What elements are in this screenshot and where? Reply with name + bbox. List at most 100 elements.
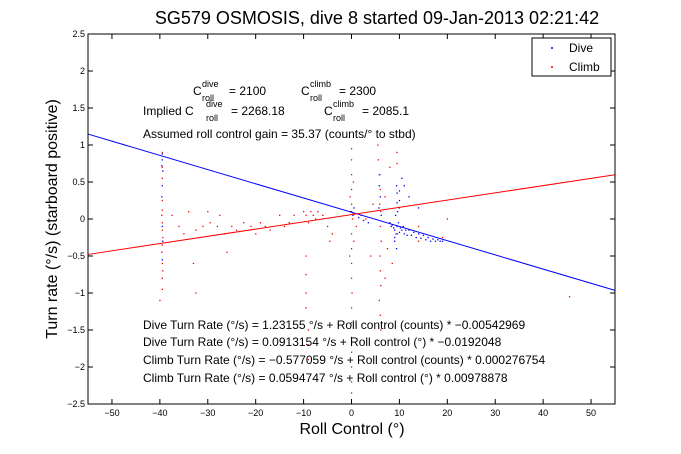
point-dive-33 [402, 225, 404, 228]
legend-label-climb: Climb [569, 60, 600, 74]
point-dive-9 [350, 211, 353, 213]
point-dive-31 [399, 227, 402, 229]
point-climb-62 [350, 159, 353, 161]
point-climb-111 [417, 240, 420, 242]
regression-equations: Dive Turn Rate (°/s) = 1.23155 °/s + Rol… [143, 318, 545, 385]
point-dive-7 [162, 240, 164, 242]
point-dive-26 [395, 233, 397, 235]
point-climb-64 [351, 218, 354, 220]
point-climb-13 [161, 177, 163, 179]
point-dive-27 [396, 225, 398, 228]
point-climb-96 [380, 285, 382, 287]
point-climb-5 [161, 244, 163, 246]
point-dive-5 [161, 196, 163, 198]
point-dive-56 [401, 177, 403, 179]
point-dive-19 [380, 214, 382, 216]
equation-climb-degrees: Climb Turn Rate (°/s) = 0.0594747 °/s + … [143, 371, 508, 385]
point-climb-52 [305, 307, 307, 309]
x-tick-label: −30 [200, 408, 215, 418]
point-climb-53 [307, 329, 310, 331]
point-climb-58 [226, 251, 228, 253]
point-climb-57 [195, 292, 197, 294]
point-climb-29 [250, 225, 252, 228]
point-dive-1 [161, 159, 163, 161]
point-climb-66 [350, 248, 353, 250]
point-climb-0 [161, 209, 163, 211]
point-dive-3 [162, 170, 164, 172]
y-tick-label: 2 [80, 66, 85, 76]
point-climb-51 [305, 292, 307, 294]
point-dive-4 [161, 185, 163, 187]
point-climb-16 [178, 225, 180, 228]
point-climb-112 [441, 236, 444, 239]
legend: Dive Climb [531, 37, 612, 77]
point-climb-15 [171, 214, 173, 216]
x-tick-label: 10 [394, 408, 404, 418]
point-climb-14 [161, 199, 163, 202]
point-climb-80 [353, 240, 355, 242]
point-dive-50 [439, 240, 441, 242]
point-climb-44 [317, 211, 319, 213]
point-dive-10 [352, 214, 354, 216]
point-dive-24 [394, 229, 396, 231]
c-climb-value: = 2300 [339, 84, 376, 98]
point-dive-8 [161, 259, 163, 261]
roll-gain-annotation: Assumed roll control gain = 35.37 (count… [143, 127, 416, 141]
point-climb-115 [159, 299, 161, 302]
x-tick-label: −10 [296, 408, 311, 418]
point-climb-69 [351, 292, 353, 294]
point-climb-43 [314, 218, 317, 220]
coefficient-annotations: C dive roll = 2100 C climb roll = 2300 I… [143, 79, 416, 141]
point-climb-7 [161, 262, 163, 265]
point-climb-99 [380, 329, 382, 331]
point-climb-30 [255, 233, 257, 235]
point-climb-1 [161, 214, 163, 216]
point-climb-34 [279, 214, 281, 216]
point-climb-18 [188, 211, 190, 213]
x-tick-label: −40 [152, 408, 167, 418]
point-dive-32 [401, 229, 403, 231]
point-climb-3 [161, 229, 163, 231]
legend-label-dive: Dive [569, 41, 593, 55]
point-climb-49 [305, 255, 307, 257]
point-dive-47 [432, 238, 434, 240]
point-climb-36 [288, 222, 290, 224]
point-dive-34 [403, 233, 405, 235]
point-climb-17 [183, 233, 185, 235]
point-climb-9 [161, 277, 163, 279]
point-climb-26 [231, 225, 233, 228]
fit-line-dive-fit [87, 133, 616, 291]
point-climb-4 [162, 236, 164, 239]
y-tick-label: −1 [75, 288, 85, 298]
point-climb-46 [326, 225, 329, 228]
implied-c-climb-sup: climb [333, 99, 354, 109]
plot-area [87, 133, 616, 394]
point-dive-63 [398, 199, 401, 202]
point-climb-103 [389, 166, 391, 168]
point-climb-63 [350, 148, 353, 150]
point-dive-43 [422, 234, 425, 236]
point-climb-101 [386, 248, 389, 250]
point-dive-51 [441, 240, 444, 242]
point-climb-79 [348, 255, 351, 257]
point-dive-54 [395, 185, 398, 187]
point-climb-100 [384, 196, 386, 198]
point-dive-62 [398, 207, 401, 209]
y-tick-label: −0.5 [67, 251, 85, 261]
point-dive-41 [417, 233, 420, 235]
point-climb-27 [235, 229, 238, 231]
y-tick-label: −2.5 [67, 399, 85, 409]
implied-c-climb-symbol: C [324, 104, 333, 118]
point-climb-35 [283, 225, 286, 228]
point-climb-91 [380, 211, 382, 213]
y-tick-label: 1 [80, 140, 85, 150]
point-dive-6 [161, 225, 163, 228]
point-dive-12 [358, 216, 360, 219]
point-climb-76 [350, 392, 353, 394]
point-climb-102 [391, 262, 393, 265]
point-climb-50 [305, 273, 307, 276]
y-tick-label: 2.5 [72, 29, 85, 39]
point-dive-49 [437, 239, 439, 241]
point-dive-29 [397, 222, 400, 224]
point-climb-37 [293, 214, 295, 216]
